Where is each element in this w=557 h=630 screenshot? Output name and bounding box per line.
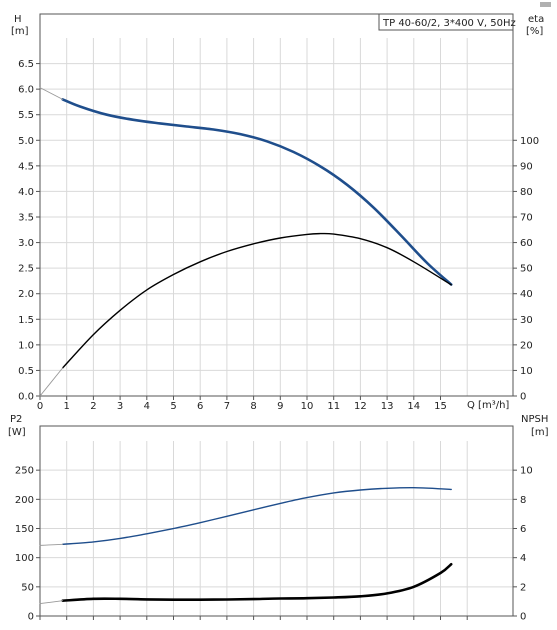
y-left-unit: [m] [11, 26, 29, 37]
x-tick-label: 7 [224, 401, 230, 412]
y-right-tick-label: 6 [520, 524, 526, 535]
y-right-tick-label: 90 [520, 161, 533, 172]
y-left-tick-label: 100 [15, 553, 34, 564]
y-right-tick-label: 50 [520, 264, 533, 275]
top-series [39, 87, 453, 397]
x-tick-label: 10 [301, 401, 314, 412]
y-left-tick-label: 5.0 [18, 136, 34, 147]
y-left-tick-label: 4.0 [18, 187, 34, 198]
y-left-tick-label: 6.0 [18, 85, 34, 96]
series-npsh-extension-line [39, 600, 64, 605]
x-tick-label: 5 [170, 401, 176, 412]
y-left-tick-label: 4.5 [18, 161, 34, 172]
y-right-tick-label: 60 [520, 238, 533, 249]
window-control-icon[interactable] [540, 2, 551, 7]
y-left-label: H [14, 14, 22, 25]
x-tick-label: 11 [327, 401, 340, 412]
y-right-tick-label: 70 [520, 213, 533, 224]
series-eta-extension-line [39, 367, 64, 397]
p2-label: P2 [10, 414, 22, 425]
y-right-tick-label: 0 [520, 612, 526, 623]
x-tick-label: 13 [381, 401, 394, 412]
y-left-tick-label: 2.5 [18, 264, 34, 275]
bottom-plot-frame [39, 425, 514, 617]
series-p2-line [62, 486, 452, 545]
bottom-grid [40, 441, 513, 616]
x-tick-label: 9 [277, 401, 283, 412]
y-left-tick-label: 5.5 [18, 110, 34, 121]
series-h-line [61, 98, 453, 286]
y-right-tick-label: 10 [520, 366, 533, 377]
y-left-tick-label: 3.0 [18, 238, 34, 249]
x-tick-label: 6 [197, 401, 203, 412]
series-eta-line [62, 232, 452, 369]
x-tick-label: 3 [117, 401, 123, 412]
x-tick-label: 14 [407, 401, 420, 412]
y-right-tick-label: 100 [520, 136, 539, 147]
y-left-tick-label: 6.5 [18, 59, 34, 70]
x-tick-label: 4 [144, 401, 150, 412]
y-right-tick-label: 0 [520, 392, 526, 403]
y-right-tick-label: 30 [520, 315, 533, 326]
series-h-extension-line [39, 87, 64, 100]
x-tick-label: 0 [37, 401, 43, 412]
y-right-tick-label: 10 [520, 466, 533, 477]
head-efficiency-chart: 0.0 0.5 1.0 1.5 2.0 2.5 3.0 3.5 4.0 4.5 5.0 5.5 6.0 6… [11, 13, 544, 412]
x-tick-label: 8 [250, 401, 256, 412]
y-left-tick-label: 2.0 [18, 289, 34, 300]
p2-unit: [W] [8, 427, 26, 438]
y-right-unit: [%] [526, 26, 543, 37]
bottom-tick-labels: 0 50 100 150 200 250 0 2 4 6 8 10 [15, 466, 533, 623]
power-npsh-chart: 0 50 100 150 200 250 0 2 4 6 8 10 P2 [W] NPSH [m] [8, 414, 549, 623]
bottom-series [39, 486, 453, 605]
x-tick-label: 2 [90, 401, 96, 412]
y-left-tick-label: 0.0 [18, 392, 34, 403]
npsh-label: NPSH [521, 414, 548, 425]
x-tick-label: 12 [354, 401, 367, 412]
x-axis-label: Q [m³/h] [467, 400, 509, 411]
y-left-tick-label: 0 [28, 612, 34, 623]
x-tick-label: 15 [434, 401, 447, 412]
y-left-tick-label: 0.5 [18, 366, 34, 377]
y-left-tick-label: 1.0 [18, 340, 34, 351]
y-left-tick-label: 200 [15, 495, 34, 506]
y-right-tick-label: 80 [520, 187, 533, 198]
top-plot-frame [39, 13, 514, 397]
y-left-tick-label: 3.5 [18, 213, 34, 224]
y-right-tick-label: 20 [520, 340, 533, 351]
top-grid [40, 38, 513, 396]
y-left-tick-label: 1.5 [18, 315, 34, 326]
npsh-unit: [m] [531, 427, 549, 438]
x-tick-label: 1 [64, 401, 70, 412]
chart-title-box [378, 13, 514, 31]
y-left-tick-label: 150 [15, 524, 34, 535]
y-right-tick-label: 2 [520, 582, 526, 593]
series-p2-extension-line [39, 543, 64, 546]
y-right-tick-label: 4 [520, 553, 526, 564]
top-tick-labels: 0.0 0.5 1.0 1.5 2.0 2.5 3.0 3.5 4.0 4.5 5.0 5.5 6.0 6… [18, 59, 539, 412]
series-npsh-line [61, 562, 453, 602]
y-right-tick-label: 8 [520, 495, 526, 506]
y-right-label: eta [528, 14, 544, 25]
y-left-tick-label: 250 [15, 466, 34, 477]
chart-title: TP 40-60/2, 3*400 V, 50Hz [382, 18, 516, 29]
y-left-tick-label: 50 [21, 582, 34, 593]
y-right-tick-label: 40 [520, 289, 533, 300]
